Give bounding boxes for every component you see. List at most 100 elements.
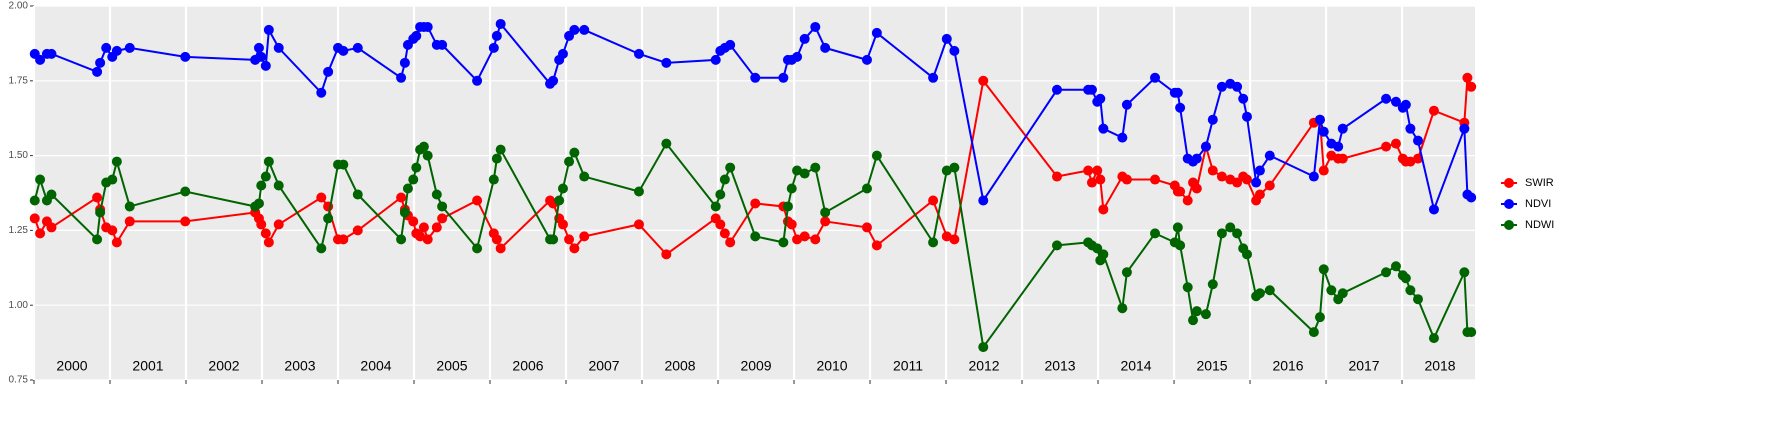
point (949, 45, 960, 56)
year-label: 2007 (588, 358, 619, 374)
point (1121, 267, 1132, 278)
point (1337, 288, 1348, 299)
point (491, 234, 502, 245)
point (256, 219, 267, 230)
point (569, 243, 580, 254)
point (1095, 174, 1106, 185)
year-label: 2001 (132, 358, 163, 374)
point (928, 237, 939, 248)
point (799, 231, 810, 242)
point (1175, 240, 1186, 251)
point (111, 45, 122, 56)
y-tick-label: 1.00 (9, 300, 29, 311)
point (402, 183, 413, 194)
point (928, 72, 939, 83)
point (871, 27, 882, 38)
point (719, 174, 730, 185)
point (1083, 165, 1094, 176)
point (1051, 84, 1062, 95)
point (437, 213, 448, 224)
point (710, 54, 721, 65)
point (431, 222, 442, 233)
point (273, 180, 284, 191)
point (1254, 189, 1265, 200)
point (564, 156, 575, 167)
point (871, 150, 882, 161)
point (715, 189, 726, 200)
year-label: 2016 (1272, 358, 1303, 374)
point (810, 21, 821, 32)
y-tick-label: 1.25 (9, 225, 29, 236)
y-tick-label: 0.75 (9, 375, 29, 386)
point (1175, 186, 1186, 197)
point (820, 42, 831, 53)
point (437, 201, 448, 212)
point (750, 231, 761, 242)
point (1459, 267, 1470, 278)
point (1390, 138, 1401, 149)
point (1314, 312, 1325, 323)
point (260, 228, 271, 239)
point (554, 195, 565, 206)
year-label: 2010 (816, 358, 847, 374)
point (1337, 153, 1348, 164)
point (1400, 273, 1411, 284)
point (253, 198, 264, 209)
point (861, 183, 872, 194)
year-label: 2017 (1348, 358, 1379, 374)
year-label: 2008 (664, 358, 695, 374)
point (408, 174, 419, 185)
point (316, 243, 327, 254)
point (941, 231, 952, 242)
point (661, 249, 672, 260)
point (124, 42, 135, 53)
point (941, 165, 952, 176)
point (1182, 195, 1193, 206)
point (1207, 279, 1218, 290)
point (792, 165, 803, 176)
point (1318, 264, 1329, 275)
point (338, 234, 349, 245)
point (1337, 123, 1348, 134)
point (782, 201, 793, 212)
point (260, 171, 271, 182)
legend-label: SWIR (1525, 177, 1554, 189)
point (1241, 174, 1252, 185)
point (1381, 141, 1392, 152)
year-label: 2012 (968, 358, 999, 374)
point (46, 189, 57, 200)
point (1191, 153, 1202, 164)
point (1428, 333, 1439, 344)
year-label: 2000 (56, 358, 87, 374)
point (1232, 81, 1243, 92)
point (323, 66, 334, 77)
point (1238, 93, 1249, 104)
point (1308, 327, 1319, 338)
point (810, 162, 821, 173)
point (35, 54, 46, 65)
point (101, 42, 112, 53)
point (1200, 309, 1211, 320)
point (411, 30, 422, 41)
point (1117, 132, 1128, 143)
point (1095, 93, 1106, 104)
point (488, 42, 499, 53)
point (1207, 114, 1218, 125)
point (1381, 267, 1392, 278)
point (548, 75, 559, 86)
point (548, 234, 559, 245)
point (715, 219, 726, 230)
point (1264, 180, 1275, 191)
point (422, 21, 433, 32)
point (95, 207, 106, 218)
point (1225, 222, 1236, 233)
year-label: 2002 (208, 358, 239, 374)
point (792, 51, 803, 62)
point (820, 207, 831, 218)
point (978, 195, 989, 206)
point (633, 219, 644, 230)
point (633, 186, 644, 197)
point (1191, 183, 1202, 194)
point (1200, 141, 1211, 152)
